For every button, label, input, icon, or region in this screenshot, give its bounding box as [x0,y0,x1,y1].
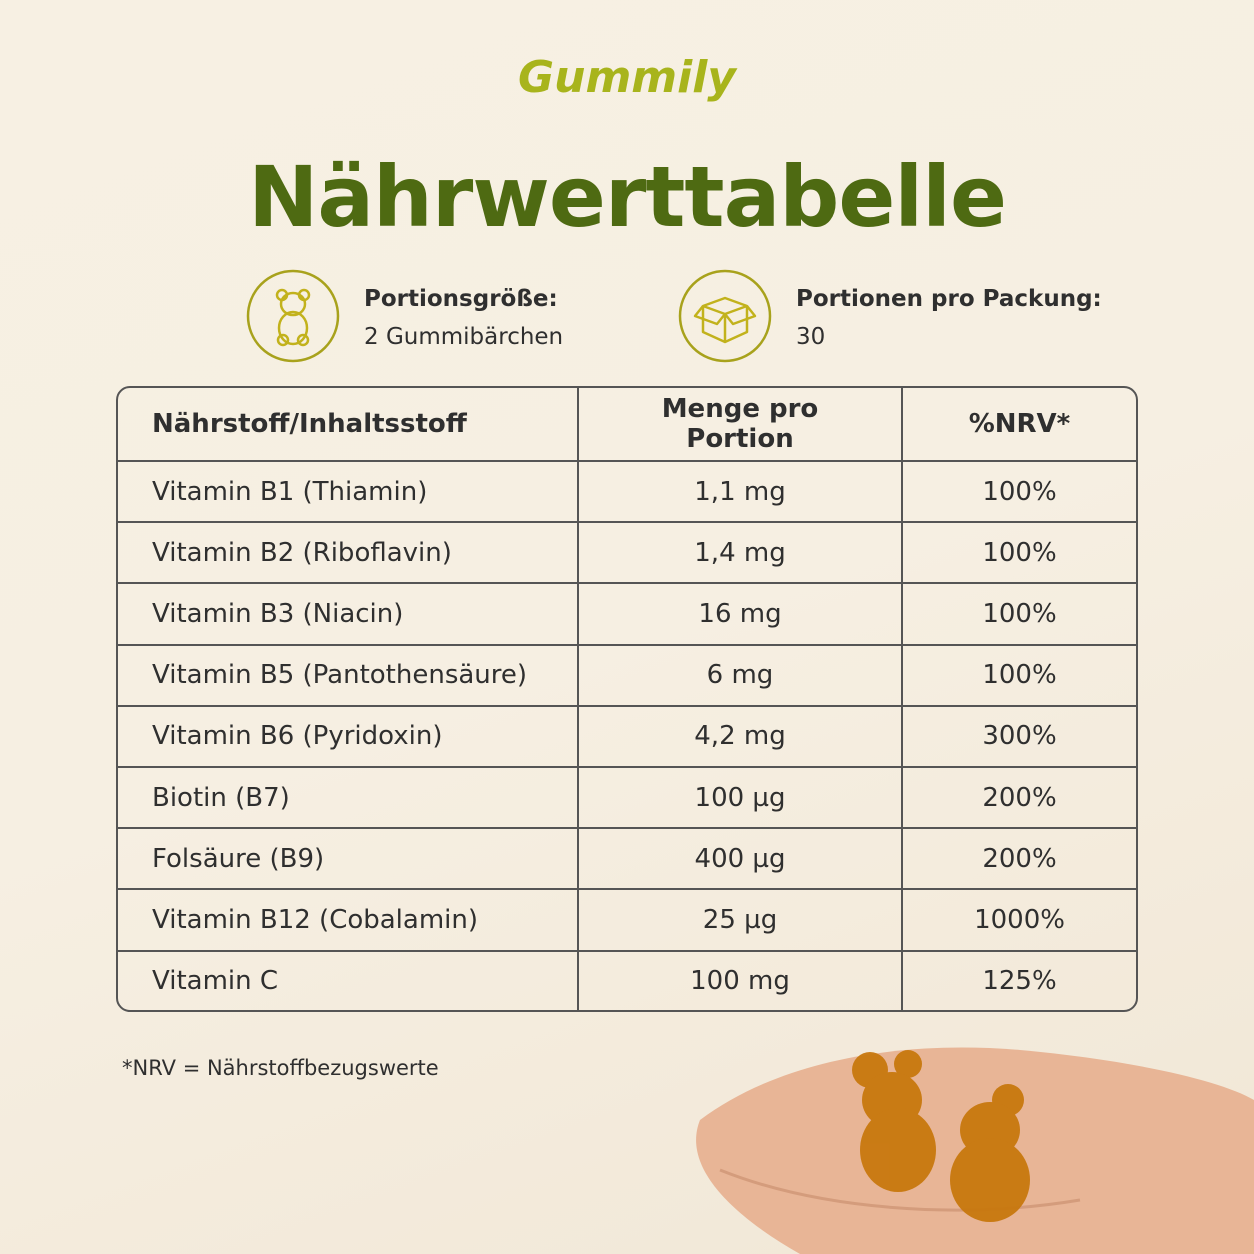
table-row: Vitamin B1 (Thiamin) 1,1 mg 100% [118,459,1136,524]
table-cell: 6 mg [577,643,903,707]
table-cell: Vitamin B1 (Thiamin) [118,459,579,524]
info-label: Portionen pro Packung: [796,286,1102,312]
table-cell: Vitamin B2 (Riboflavin) [118,521,579,585]
table-row: Vitamin B6 (Pyridoxin) 4,2 mg 300% [118,704,1136,769]
table-cell: Vitamin C [118,949,579,1010]
table-cell: 400 µg [577,827,903,891]
table-cell: 200% [901,827,1136,891]
info: Portionen pro Packung: 30 [796,286,1102,350]
table-cell: Vitamin B5 (Pantothensäure) [118,643,579,707]
table-row: Vitamin C 100 mg 125% [118,949,1136,1010]
nutrition-table: Nährstoff/Inhaltsstoff Menge pro Portion%… [118,388,1136,1010]
footnote: *NRV = Nährstoffbezugswerte [122,1056,439,1080]
table-cell: 100% [901,643,1136,707]
table-cell: 16 mg [577,582,903,646]
table-row: Vitamin B5 (Pantothensäure) 6 mg 100% [118,643,1136,707]
table-cell: 100% [901,582,1136,646]
table-cell: 300% [901,704,1136,769]
header-row: Nährstoff/Inhaltsstoff Menge pro Portion%… [118,388,1136,462]
table-cell: 125% [901,949,1136,1010]
table-body: Vitamin B1 (Thiamin) 1,1 mg 100% Vitamin B2… [118,459,1136,1010]
hand-photo [696,1047,1254,1254]
column-header: %NRV* [901,388,1136,462]
table-cell: 25 µg [577,888,903,952]
info-label: Portionsgröße: [364,286,558,312]
table-cell: 100% [901,521,1136,585]
column-header: Menge pro Portion [577,388,903,462]
column-header: Nährstoff/Inhaltsstoff [118,388,579,462]
table-cell: 1,1 mg [577,459,903,524]
table-cell: Folsäure (B9) [118,827,579,891]
table-cell: 4,2 mg [577,704,903,769]
info-value: 2 Gummibärchen [364,324,564,350]
title: Nährwerttabelle [248,148,1007,246]
table-row: Vitamin B12 (Cobalamin) 25 µg 1000% [118,888,1136,952]
table-cell: Biotin (B7) [118,766,579,830]
table-row: Vitamin B2 (Riboflavin) 1,4 mg 100% [118,521,1136,585]
table-cell: Vitamin B12 (Cobalamin) [118,888,579,952]
bear-icon [246,269,340,363]
info: Portionsgröße: 2 Gummibärchen [364,286,563,350]
box-icon [678,269,772,363]
table-row: Folsäure (B9) 400 µg 200% [118,827,1136,891]
table-cell: 100 mg [577,949,903,1010]
table-cell: 100 µg [577,766,903,830]
table-frame: Nährstoff/Inhaltsstoff Menge pro Portion%… [116,386,1138,1012]
brand: Gummily [518,52,736,103]
table-cell: 100% [901,459,1136,524]
table-cell: Vitamin B6 (Pyridoxin) [118,704,579,769]
info-value: 30 [796,324,826,350]
table-cell: Vitamin B3 (Niacin) [118,582,579,646]
table-cell: 200% [901,766,1136,830]
table-row: Vitamin B3 (Niacin) 16 mg 100% [118,582,1136,646]
table-cell: 1,4 mg [577,521,903,585]
table-cell: 1000% [901,888,1136,952]
table-row: Biotin (B7) 100 µg 200% [118,766,1136,830]
